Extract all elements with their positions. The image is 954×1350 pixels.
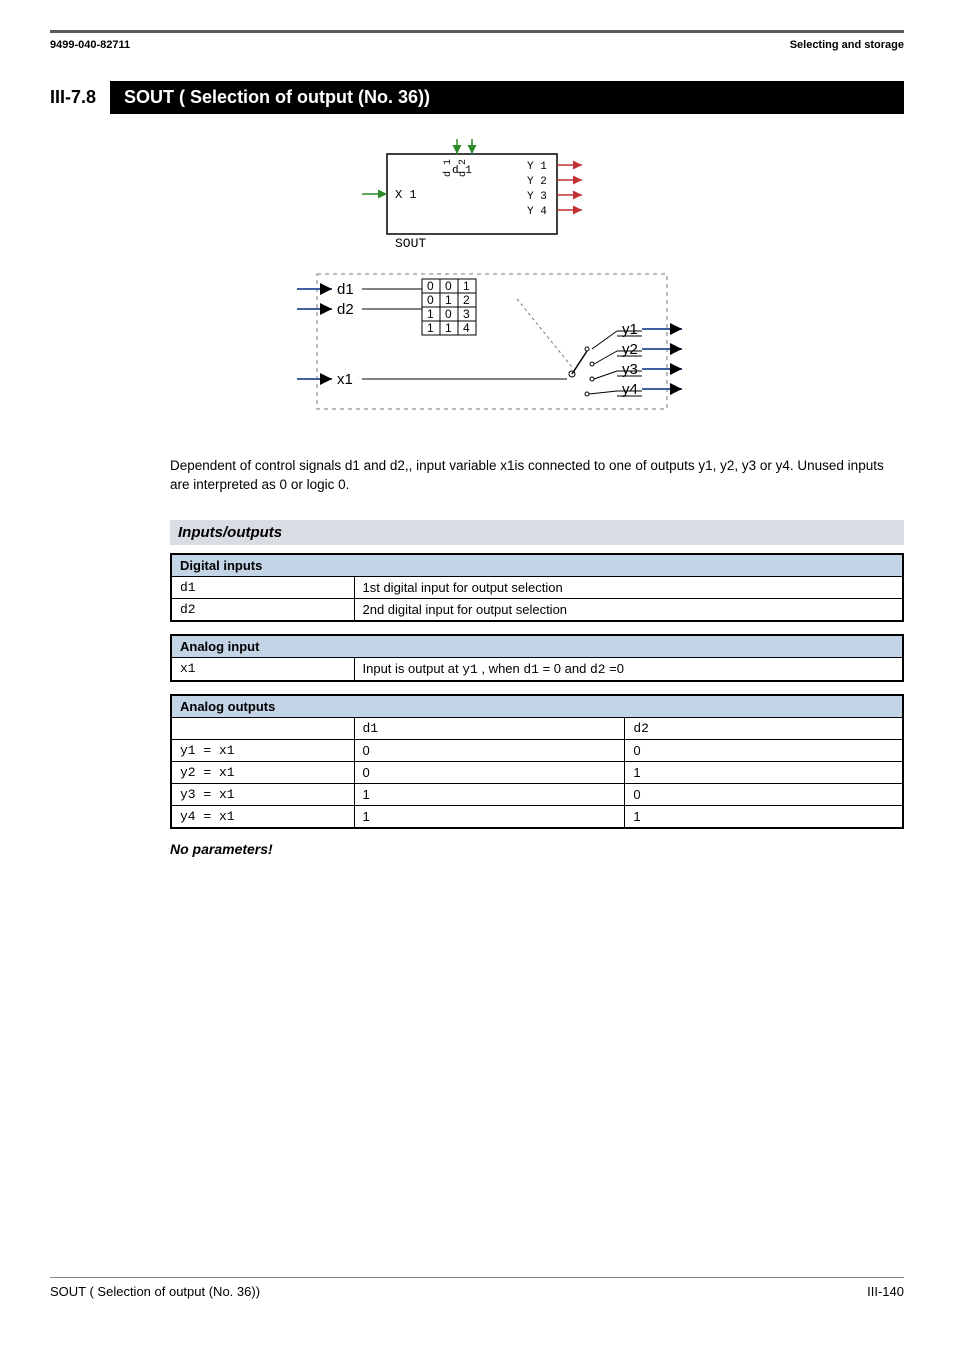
digital-inputs-title: Digital inputs — [171, 554, 903, 577]
svg-text:0: 0 — [445, 279, 452, 293]
svg-text:d2: d2 — [337, 301, 354, 318]
svg-text:1: 1 — [463, 279, 470, 293]
svg-text:Y 3: Y 3 — [527, 191, 547, 203]
analog-input-table: Analog input x1 Input is output at y1 , … — [170, 634, 904, 682]
section-title: SOUT ( Selection of output (No. 36)) — [110, 81, 904, 114]
svg-text:Y 1: Y 1 — [527, 161, 547, 173]
svg-text:x1: x1 — [337, 371, 353, 388]
svg-text:3: 3 — [463, 307, 470, 321]
page-footer: SOUT ( Selection of output (No. 36)) III… — [50, 1277, 904, 1299]
no-parameters: No parameters! — [170, 841, 904, 857]
table-row: d1 1st digital input for output selectio… — [171, 576, 903, 598]
block-label: SOUT — [395, 236, 426, 251]
svg-text:4: 4 — [463, 321, 470, 335]
table-row: y4 = x1 1 1 — [171, 805, 903, 828]
table-row: y3 = x1 1 0 — [171, 783, 903, 805]
section-name: Selecting and storage — [790, 39, 904, 51]
svg-text:d 1: d 1 — [442, 159, 454, 177]
svg-text:Y 2: Y 2 — [527, 176, 547, 188]
analog-outputs-table: Analog outputs d1 d2 y1 = x1 0 0 y2 = x1… — [170, 694, 904, 829]
svg-text:Y 4: Y 4 — [527, 206, 547, 218]
analog-input-title: Analog input — [171, 635, 903, 658]
svg-text:0: 0 — [427, 279, 434, 293]
diagram: SOUT X 1 d 1 d 1 d 2 Y 1 Y 2 Y 3 Y 4 d1 — [50, 139, 904, 432]
svg-text:d 2: d 2 — [457, 159, 469, 177]
table-row: y1 = x1 0 0 — [171, 739, 903, 761]
svg-text:y3: y3 — [622, 361, 638, 378]
svg-text:1: 1 — [427, 307, 434, 321]
svg-text:1: 1 — [427, 321, 434, 335]
svg-text:d1: d1 — [337, 281, 354, 298]
svg-text:1: 1 — [445, 293, 452, 307]
svg-text:y1: y1 — [622, 321, 638, 338]
doc-code: 9499-040-82711 — [50, 39, 130, 51]
svg-text:1: 1 — [445, 321, 452, 335]
table-row: d2 2nd digital input for output selectio… — [171, 598, 903, 621]
svg-text:y2: y2 — [622, 341, 638, 358]
footer-left: SOUT ( Selection of output (No. 36)) — [50, 1284, 260, 1299]
page-header: 9499-040-82711 Selecting and storage — [50, 39, 904, 51]
svg-text:y4: y4 — [622, 381, 638, 398]
section-number: III-7.8 — [50, 81, 110, 114]
svg-text:2: 2 — [463, 293, 470, 307]
table-row: y2 = x1 0 1 — [171, 761, 903, 783]
section-heading: III-7.8 SOUT ( Selection of output (No. … — [50, 81, 904, 114]
footer-right: III-140 — [867, 1284, 904, 1299]
analog-outputs-title: Analog outputs — [171, 695, 903, 718]
body-text: Dependent of control signals d1 and d2,,… — [170, 457, 904, 495]
svg-text:0: 0 — [445, 307, 452, 321]
svg-text:0: 0 — [427, 293, 434, 307]
table-row: d1 d2 — [171, 717, 903, 739]
svg-text:X 1: X 1 — [395, 188, 417, 202]
table-row: x1 Input is output at y1 , when d1 = 0 a… — [171, 657, 903, 681]
digital-inputs-table: Digital inputs d1 1st digital input for … — [170, 553, 904, 622]
io-heading: Inputs/outputs — [170, 520, 904, 545]
